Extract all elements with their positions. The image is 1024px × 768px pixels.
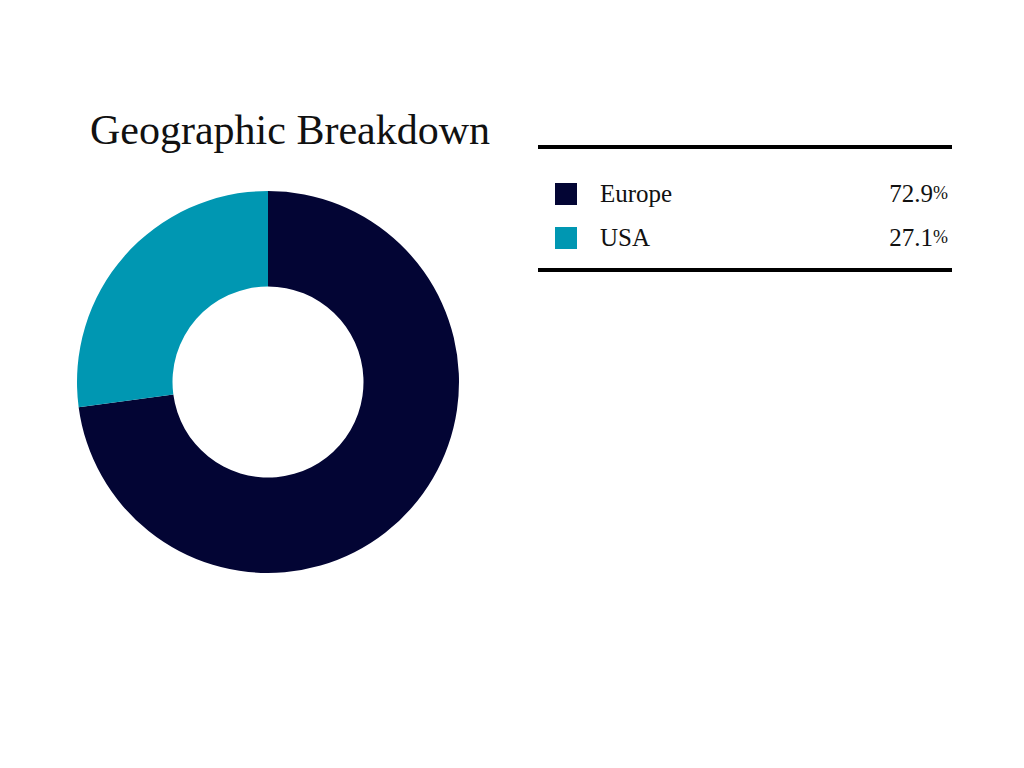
percent-sign: % bbox=[933, 183, 948, 203]
donut-chart-svg bbox=[76, 190, 460, 574]
legend-row-europe: Europe 72.9% bbox=[555, 172, 948, 216]
donut-chart bbox=[76, 190, 460, 574]
legend-label-europe: Europe bbox=[600, 180, 672, 208]
percent-sign: % bbox=[933, 227, 948, 247]
legend-row-usa: USA 27.1% bbox=[555, 216, 948, 260]
chart-title: Geographic Breakdown bbox=[90, 106, 490, 154]
legend: Europe 72.9% USA 27.1% bbox=[538, 145, 952, 272]
legend-value-usa: 27.1% bbox=[889, 224, 948, 252]
legend-value-europe: 72.9% bbox=[889, 180, 948, 208]
donut-slice-usa bbox=[77, 191, 268, 407]
legend-value-number: 27.1 bbox=[889, 224, 933, 251]
legend-value-number: 72.9 bbox=[889, 180, 933, 207]
legend-swatch-europe bbox=[555, 183, 577, 205]
legend-swatch-usa bbox=[555, 227, 577, 249]
legend-label-usa: USA bbox=[600, 224, 650, 252]
